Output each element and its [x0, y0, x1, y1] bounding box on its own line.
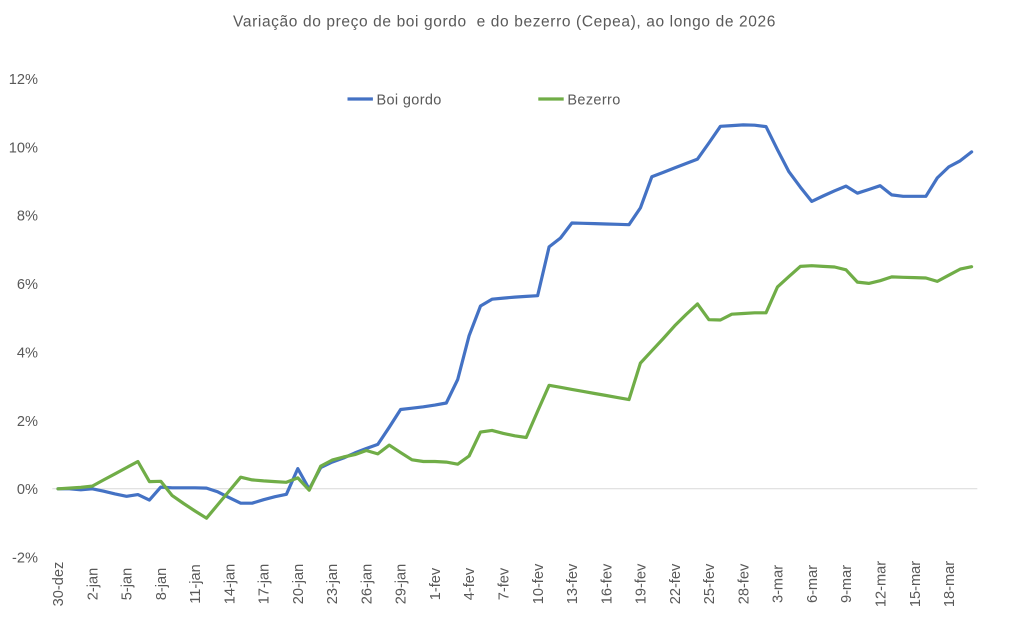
svg-text:2%: 2% [17, 414, 38, 430]
svg-text:22-fev: 22-fev [668, 563, 684, 604]
svg-text:12-mar: 12-mar [874, 561, 890, 607]
svg-text:18-mar: 18-mar [942, 561, 958, 607]
svg-text:1-fev: 1-fev [428, 567, 444, 600]
svg-text:29-jan: 29-jan [394, 564, 410, 605]
svg-text:14-jan: 14-jan [222, 564, 238, 605]
svg-text:6-mar: 6-mar [805, 565, 821, 603]
svg-text:15-mar: 15-mar [908, 561, 924, 607]
svg-text:Bezerro: Bezerro [567, 93, 620, 109]
svg-text:20-jan: 20-jan [291, 564, 307, 605]
svg-text:3-mar: 3-mar [771, 565, 787, 603]
svg-text:7-fev: 7-fev [497, 567, 513, 600]
svg-text:17-jan: 17-jan [257, 564, 273, 605]
svg-text:16-fev: 16-fev [599, 563, 615, 604]
svg-text:Boi gordo: Boi gordo [377, 93, 442, 109]
svg-text:10-fev: 10-fev [531, 563, 547, 604]
svg-text:30-dez: 30-dez [51, 562, 67, 607]
svg-text:2-jan: 2-jan [85, 568, 101, 600]
svg-text:-2%: -2% [12, 550, 38, 566]
svg-text:9-mar: 9-mar [839, 565, 855, 603]
svg-text:8%: 8% [17, 209, 38, 225]
svg-text:5-jan: 5-jan [120, 568, 136, 600]
svg-text:11-jan: 11-jan [188, 564, 204, 603]
svg-text:28-fev: 28-fev [736, 563, 752, 604]
svg-text:4%: 4% [17, 345, 38, 361]
svg-text:12%: 12% [9, 72, 38, 88]
svg-text:13-fev: 13-fev [565, 563, 581, 604]
svg-text:0%: 0% [17, 482, 38, 498]
svg-text:23-jan: 23-jan [325, 564, 341, 605]
svg-text:8-jan: 8-jan [154, 568, 170, 600]
svg-text:4-fev: 4-fev [462, 567, 478, 600]
svg-text:6%: 6% [17, 277, 38, 293]
svg-text:25-fev: 25-fev [702, 563, 718, 604]
svg-text:10%: 10% [9, 140, 38, 156]
svg-text:Variação do preço de boi gordo: Variação do preço de boi gordo e do beze… [233, 14, 776, 31]
svg-text:19-fev: 19-fev [634, 563, 650, 604]
svg-text:26-jan: 26-jan [359, 564, 375, 605]
